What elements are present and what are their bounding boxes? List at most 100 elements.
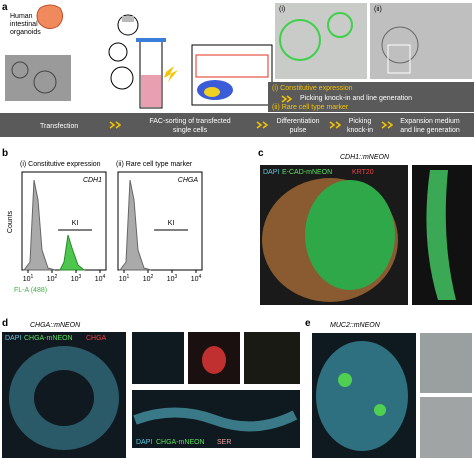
organoid-image [316, 341, 408, 451]
lumen [34, 370, 94, 426]
option-text: (ii) Rare cell type marker [272, 104, 349, 111]
cuvette-content [141, 75, 161, 107]
tick-base: 10 [191, 276, 199, 283]
organoid-image [305, 180, 395, 290]
organoid [327, 12, 353, 38]
x-label: FL-A (488) [14, 287, 47, 294]
inset-label: (ii) [374, 6, 382, 13]
tissue [133, 407, 298, 432]
inset-label: (i) [279, 6, 285, 13]
gene-label: CHGA [178, 177, 199, 184]
tick-base: 10 [95, 276, 103, 283]
option-text: (i) Constitutive expression [272, 85, 353, 92]
legend-text: CHGA-mNEON [156, 439, 205, 446]
x-tick-label: 102 [47, 274, 58, 283]
organoid [381, 26, 419, 64]
facs-gate [195, 54, 269, 78]
panel-label: a [2, 2, 8, 13]
panel-title: CDH1::mNEON [340, 154, 390, 161]
tick-base: 10 [23, 276, 31, 283]
tick-exp: 4 [103, 274, 106, 280]
tick-exp: 3 [79, 274, 82, 280]
plot-frame [117, 171, 203, 271]
step-text: and line generation [400, 127, 460, 134]
legend-text: DAPI [136, 439, 152, 446]
organoid [33, 70, 57, 94]
panel-a: a Human intestinal organoids (i) (ii) (i… [0, 2, 474, 137]
legend-text: SER [217, 439, 231, 446]
legend-text: DAPI [5, 335, 21, 342]
cell [202, 346, 226, 374]
tick-base: 10 [47, 276, 55, 283]
arrow [381, 121, 394, 129]
plasmid-part [122, 16, 134, 22]
inset-image [370, 3, 472, 79]
inset-image [275, 3, 367, 79]
x-tick-label: 103 [167, 274, 178, 283]
step-text: Transfection [40, 123, 78, 130]
intestine-icon [36, 4, 64, 30]
organoid [11, 61, 29, 79]
legend-text: E-CAD-mNEON [282, 169, 332, 176]
step-text: knock-in [347, 127, 373, 134]
panel-title: MUC2::mNEON [330, 322, 381, 329]
panel-b: b Counts FL-A (488) (i) Constitutive exp… [2, 148, 203, 294]
tick-base: 10 [167, 276, 175, 283]
x-tick-label: 104 [95, 274, 106, 283]
step-bar [0, 113, 474, 137]
panel-title: CHGA::mNEON [30, 322, 81, 329]
panel-label: b [2, 148, 8, 159]
tick-exp: 3 [175, 274, 178, 280]
step-text: Differentiation [276, 118, 319, 125]
x-tick-label: 104 [191, 274, 202, 283]
step-text: Picking [349, 118, 372, 125]
cell [374, 404, 386, 416]
tick-exp: 1 [127, 274, 130, 280]
panel-label: d [2, 318, 8, 329]
tick-exp: 2 [55, 274, 58, 280]
tick-exp: 2 [151, 274, 154, 280]
tick-base: 10 [119, 276, 127, 283]
cuvette-cap [136, 38, 166, 42]
cell [338, 373, 352, 387]
step-text: pulse [290, 127, 307, 134]
histogram-control [23, 179, 56, 271]
x-tick-label: 101 [119, 274, 130, 283]
legend-text: CHGA-mNEON [24, 335, 73, 342]
x-tick-label: 101 [23, 274, 34, 283]
panel-d: d CHGA::mNEON DAPI CHGA-mNEON CHGA DAPI … [2, 318, 300, 458]
plot-title: (ii) Rare cell type marker [116, 161, 193, 168]
legend-text: KRT20 [352, 169, 374, 176]
tick-exp: 4 [199, 274, 202, 280]
step-text: Expansion medium [400, 118, 460, 125]
inset-image [420, 333, 472, 393]
tick-base: 10 [71, 276, 79, 283]
option-step: Picking knock-in and line generation [300, 95, 412, 102]
legend-text: CHGA [86, 335, 107, 342]
panel-label: e [305, 318, 311, 329]
tick-base: 10 [143, 276, 151, 283]
organoid [279, 19, 321, 61]
arrow [329, 121, 342, 129]
histogram-ki [59, 234, 86, 271]
facs-cloud [204, 87, 220, 97]
gate-label: KI [168, 220, 175, 227]
y-label: Counts [7, 210, 14, 233]
arrow [281, 95, 293, 103]
gate-label: KI [72, 220, 79, 227]
organoid-image [5, 55, 71, 101]
zoom-box [387, 44, 411, 74]
organoid-text: organoids [10, 29, 41, 36]
plasmid [117, 14, 139, 36]
panel-e: e MUC2::mNEON [305, 318, 472, 458]
inset-image [244, 332, 300, 384]
inset-image [132, 332, 184, 384]
panel-label: c [258, 148, 264, 159]
electric-bolt [164, 66, 178, 82]
plasmid [108, 42, 128, 62]
tissue [426, 170, 456, 300]
arrow [256, 121, 269, 129]
organoid-text: intestinal [10, 21, 38, 28]
arrow [109, 121, 122, 129]
